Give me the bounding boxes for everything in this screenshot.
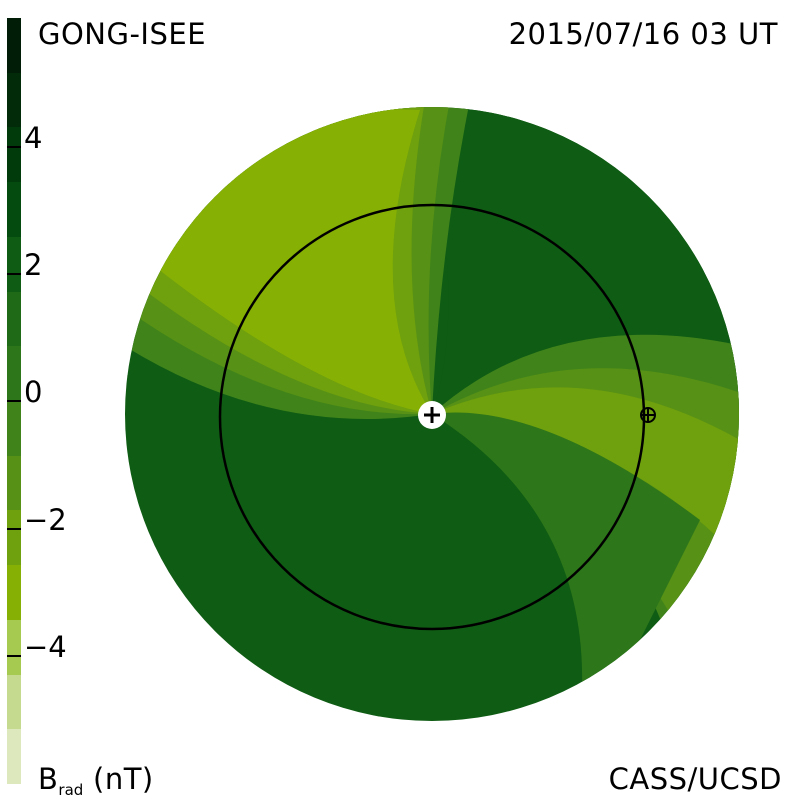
colorbar-segment: [7, 73, 21, 127]
sun-marker: [418, 401, 446, 429]
earth-orbit-circle: [218, 203, 646, 631]
colorbar-tick-2: [7, 273, 21, 275]
colorbar-segment: [7, 18, 21, 73]
colorbar-tick-label: 4: [24, 121, 43, 155]
colorbar: [7, 18, 21, 784]
quantity-subscript: rad: [58, 781, 84, 799]
colorbar-tick-label: 0: [24, 375, 43, 409]
colorbar-segment: [7, 729, 21, 784]
colorbar-segment: [7, 292, 21, 346]
field-band: [432, 387, 739, 560]
source-label: GONG-ISEE: [38, 17, 207, 51]
colorbar-tick-4: [7, 146, 21, 148]
timestamp-label: 2015/07/16 03 UT: [508, 17, 778, 51]
colorbar-segment: [7, 237, 21, 292]
earth-marker: [640, 407, 656, 423]
colorbar-segment: [7, 510, 21, 565]
colorbar-segment: [7, 620, 21, 675]
colorbar-segment: [7, 675, 21, 729]
colorbar-segment: [7, 182, 21, 237]
colorbar-tick-minus-2: [7, 528, 21, 530]
colorbar-segment: [7, 456, 21, 510]
colorbar-tick-minus-4: [7, 655, 21, 657]
quantity-symbol: B: [38, 762, 59, 796]
colorbar-segment: [7, 565, 21, 620]
colorbar-segment: [7, 401, 21, 456]
field-band: [432, 412, 700, 720]
colorbar-tick-label: −2: [24, 503, 67, 537]
quantity-unit: (nT): [83, 762, 154, 796]
colorbar-tick-label: −4: [24, 630, 67, 664]
colorbar-segment: [7, 346, 21, 401]
credit-label: CASS/UCSD: [608, 762, 782, 796]
colorbar-title: Brad (nT): [38, 765, 154, 798]
colorbar-segment: [7, 127, 21, 182]
colorbar-tick-label: 2: [24, 248, 43, 282]
colorbar-tick-0: [7, 400, 21, 402]
